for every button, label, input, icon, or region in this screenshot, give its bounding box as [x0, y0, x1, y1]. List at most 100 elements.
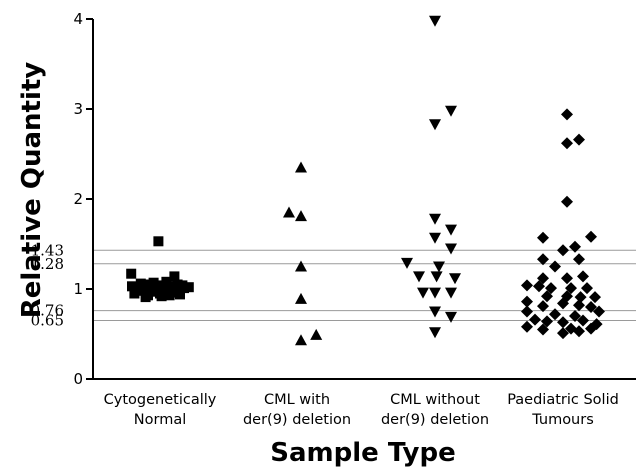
data-point-triangle-down [430, 271, 443, 283]
data-point-triangle-down [429, 287, 441, 299]
data-point-triangle-down [429, 213, 441, 225]
x-category-label: Cytogenetically [104, 392, 217, 408]
data-point-diamond [537, 272, 549, 285]
data-point-square [156, 291, 167, 302]
data-point-diamond [529, 313, 541, 326]
y-tick-label: 3 [73, 100, 83, 118]
data-point-diamond [521, 295, 533, 308]
data-point-triangle-down [449, 273, 461, 285]
x-category-label: der(9) deletion [243, 412, 351, 428]
data-point-diamond [590, 318, 603, 331]
data-point-diamond [557, 316, 569, 329]
data-point-triangle-down [445, 243, 457, 255]
data-point-square [183, 282, 194, 293]
reference-line-label: 0.65 [31, 312, 64, 330]
data-point-triangle-down [401, 257, 413, 269]
reference-line-label: 1.28 [31, 255, 64, 273]
data-point-square [164, 290, 175, 301]
data-point-square [127, 281, 137, 292]
data-point-triangle-down [413, 271, 425, 283]
data-point-diamond [521, 320, 533, 333]
y-tick-label: 2 [73, 190, 83, 208]
data-point-diamond [549, 308, 561, 321]
data-point-triangle-down [445, 105, 457, 117]
y-tick-label: 1 [73, 280, 83, 298]
data-point-triangle-down [429, 327, 441, 339]
data-point-square [126, 268, 137, 279]
reference-line-labels: 1.431.28 0.760.65 [31, 241, 64, 329]
data-point-diamond [537, 323, 549, 336]
data-point-triangle-down [429, 306, 441, 318]
data-point-diamond [589, 291, 601, 304]
data-point-triangle-up [295, 210, 307, 222]
x-category-label: Normal [134, 412, 186, 428]
x-category-label: CML without [390, 392, 480, 408]
data-point-triangle-up [295, 260, 307, 272]
data-point-diamond [569, 310, 581, 322]
data-point-diamond [533, 280, 545, 293]
data-point-diamond [573, 133, 585, 146]
y-tick-label: 0 [73, 370, 83, 388]
data-point-triangle-down [433, 261, 445, 273]
data-point-diamond [521, 279, 533, 292]
data-point-triangle-up [295, 334, 307, 346]
data-point-diamond [581, 282, 593, 295]
x-category-label: Paediatric Solid [507, 392, 619, 408]
data-point-triangle-up [295, 292, 307, 304]
data-point-square [153, 236, 164, 247]
data-point-diamond [573, 325, 585, 338]
data-point-square [175, 289, 185, 300]
category-labels: Cytogenetically Normal CML with der(9) dele… [104, 392, 619, 428]
data-point-diamond [561, 195, 573, 208]
data-point-triangle-up [283, 206, 295, 218]
data-point-diamond [541, 315, 553, 328]
data-point-diamond [569, 240, 581, 253]
data-point-diamond [545, 282, 557, 295]
data-point-diamond [573, 299, 585, 312]
data-point-diamond [565, 282, 577, 295]
data-point-triangle-down [445, 224, 457, 236]
data-point-square [140, 292, 151, 303]
y-ticks: 0 1 2 3 4 [73, 10, 93, 388]
data-point-square [161, 276, 172, 287]
data-point-diamond [557, 244, 569, 257]
data-point-triangle-up [310, 328, 323, 340]
data-points [126, 15, 605, 346]
data-point-triangle-down [445, 311, 457, 323]
data-point-diamond [574, 291, 587, 304]
data-point-diamond [557, 327, 569, 340]
data-point-triangle-down [417, 287, 429, 299]
data-point-triangle-down [429, 119, 441, 131]
data-point-diamond [561, 108, 573, 121]
data-point-diamond [577, 314, 589, 327]
data-point-triangle-down [429, 232, 441, 244]
data-point-diamond [557, 297, 569, 310]
y-tick-label: 4 [73, 10, 83, 28]
reference-line-label: 1.43 [31, 241, 64, 259]
data-point-triangle-down [429, 15, 441, 27]
data-point-square [153, 280, 164, 291]
data-point-square [135, 278, 146, 289]
data-point-triangle-up [295, 161, 307, 173]
axes [92, 19, 636, 380]
data-point-diamond [577, 270, 589, 283]
data-point-diamond [585, 301, 597, 313]
data-point-diamond [537, 253, 549, 266]
x-category-label: Tumours [531, 412, 594, 428]
data-point-diamond [585, 230, 597, 243]
x-axis-title: Sample Type [270, 438, 455, 468]
data-point-diamond [593, 305, 605, 318]
data-point-diamond [537, 231, 549, 244]
y-axis-title: Relative Quantity [17, 62, 47, 319]
data-point-diamond [537, 300, 549, 313]
x-category-label: CML with [264, 392, 330, 408]
data-point-diamond [561, 137, 573, 150]
data-point-diamond [573, 253, 585, 266]
reference-line-label: 0.76 [31, 302, 64, 320]
data-point-diamond [541, 290, 553, 303]
data-point-diamond [521, 305, 533, 318]
data-point-diamond [549, 260, 561, 273]
x-category-label: der(9) deletion [381, 412, 489, 428]
data-point-diamond [561, 272, 573, 285]
